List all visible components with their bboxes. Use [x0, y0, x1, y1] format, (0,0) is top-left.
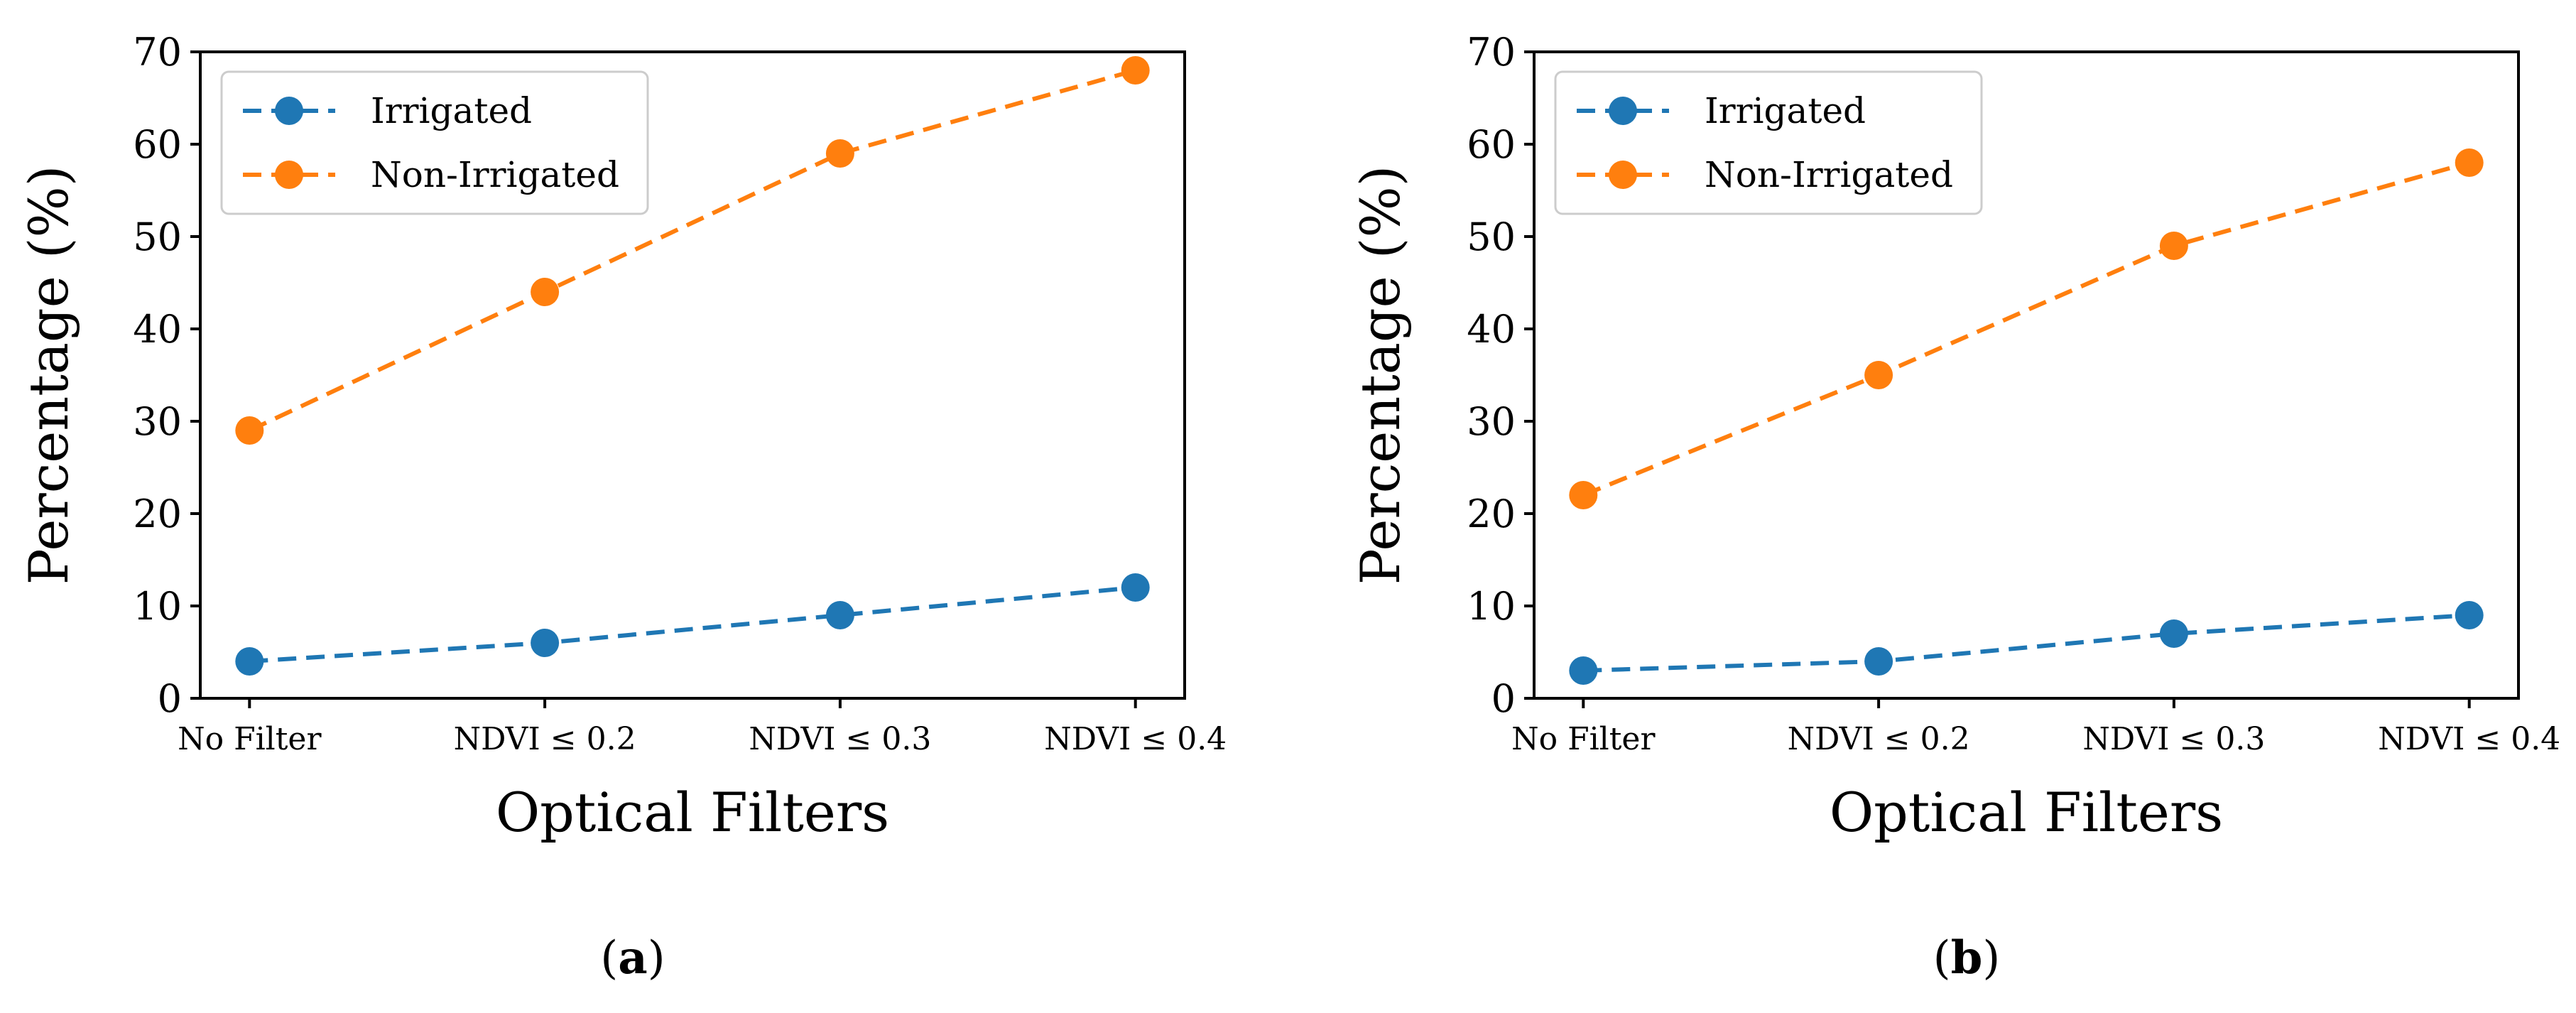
x-tick-label: NDVI ≤ 0.3	[749, 721, 931, 757]
series-line-irrigated	[1583, 613, 2469, 673]
x-tick-label: NDVI ≤ 0.3	[2082, 721, 2265, 757]
data-point-irrigated	[531, 629, 560, 657]
y-tick-label: 20	[1467, 492, 1516, 536]
data-point-non-irrigated	[825, 139, 854, 168]
y-tick-label: 10	[133, 584, 182, 629]
x-axis-label: Optical Filters	[1830, 781, 2223, 844]
y-tick-label: 0	[1491, 676, 1516, 721]
series-line-non-irrigated	[1582, 161, 2470, 497]
data-point-non-irrigated	[2455, 148, 2484, 177]
panel-caption-letter: a	[618, 931, 647, 985]
legend: Irrigated Non-Irrigated	[1554, 70, 1983, 215]
chart-panel-a: 0 10 20 30 40 50 60 70 No Filter NDVI ≤ 0.2 NDVI ≤…	[17, 30, 1227, 985]
x-tick-label: NDVI ≤ 0.2	[1788, 721, 1970, 757]
legend-marker-irrigated	[275, 97, 303, 125]
data-point-non-irrigated	[1864, 361, 1893, 389]
y-axis-label: Percentage (%)	[17, 166, 80, 585]
data-point-irrigated	[2159, 619, 2188, 648]
legend-marker-non-irrigated	[275, 161, 303, 189]
x-tick-label: No Filter	[178, 721, 322, 757]
data-point-irrigated	[235, 647, 264, 676]
legend-box	[1554, 70, 1983, 215]
y-tick-label: 10	[1467, 584, 1516, 629]
x-tick-label: NDVI ≤ 0.4	[2378, 721, 2560, 757]
y-tick-label: 40	[133, 307, 182, 352]
x-tick-label: NDVI ≤ 0.2	[454, 721, 636, 757]
data-point-non-irrigated	[2159, 232, 2188, 260]
y-tick-label: 70	[1467, 30, 1516, 75]
legend-marker-irrigated	[1609, 97, 1637, 125]
y-tick-label: 50	[133, 215, 182, 259]
legend: Irrigated Non-Irrigated	[220, 70, 649, 215]
y-tick-label: 50	[1467, 215, 1516, 259]
y-tick-label: 70	[133, 30, 182, 75]
data-point-non-irrigated	[1121, 56, 1150, 85]
panel-caption: (b)	[1933, 931, 2001, 985]
series-line-irrigated	[249, 585, 1136, 663]
data-point-non-irrigated	[235, 416, 264, 445]
panel-caption-letter: b	[1951, 931, 1983, 985]
plot-area-frame	[1533, 50, 2520, 700]
plot-area-frame	[199, 50, 1186, 700]
legend-label: Non-Irrigated	[371, 154, 619, 195]
y-tick-label: 20	[133, 492, 182, 536]
data-point-irrigated	[2455, 601, 2484, 629]
chart-panel-b: 0 10 20 30 40 50 60 70 No Filter NDVI ≤ 0.2 NDVI ≤…	[1349, 30, 2560, 985]
legend-marker-non-irrigated	[1609, 161, 1637, 189]
data-point-irrigated	[1569, 656, 1598, 685]
y-tick-label: 60	[1467, 122, 1516, 167]
legend-label: Irrigated	[371, 90, 532, 131]
y-tick-label: 30	[133, 399, 182, 444]
legend-label: Non-Irrigated	[1705, 154, 1953, 195]
legend-label: Irrigated	[1705, 90, 1866, 131]
series-line-non-irrigated	[249, 68, 1136, 433]
panel-caption: (a)	[600, 931, 665, 985]
y-axis-label: Percentage (%)	[1349, 166, 1412, 585]
y-tick-label: 30	[1467, 399, 1516, 444]
y-tick-label: 60	[133, 122, 182, 167]
x-tick-label: No Filter	[1511, 721, 1656, 757]
y-tick-label: 0	[158, 676, 182, 721]
data-point-irrigated	[825, 601, 854, 629]
data-point-irrigated	[1864, 647, 1893, 676]
x-axis-label: Optical Filters	[496, 781, 889, 844]
data-point-non-irrigated	[531, 278, 560, 306]
data-point-irrigated	[1121, 573, 1150, 602]
data-point-non-irrigated	[1569, 481, 1598, 509]
legend-box	[220, 70, 649, 215]
y-tick-label: 40	[1467, 307, 1516, 352]
x-tick-label: NDVI ≤ 0.4	[1044, 721, 1227, 757]
